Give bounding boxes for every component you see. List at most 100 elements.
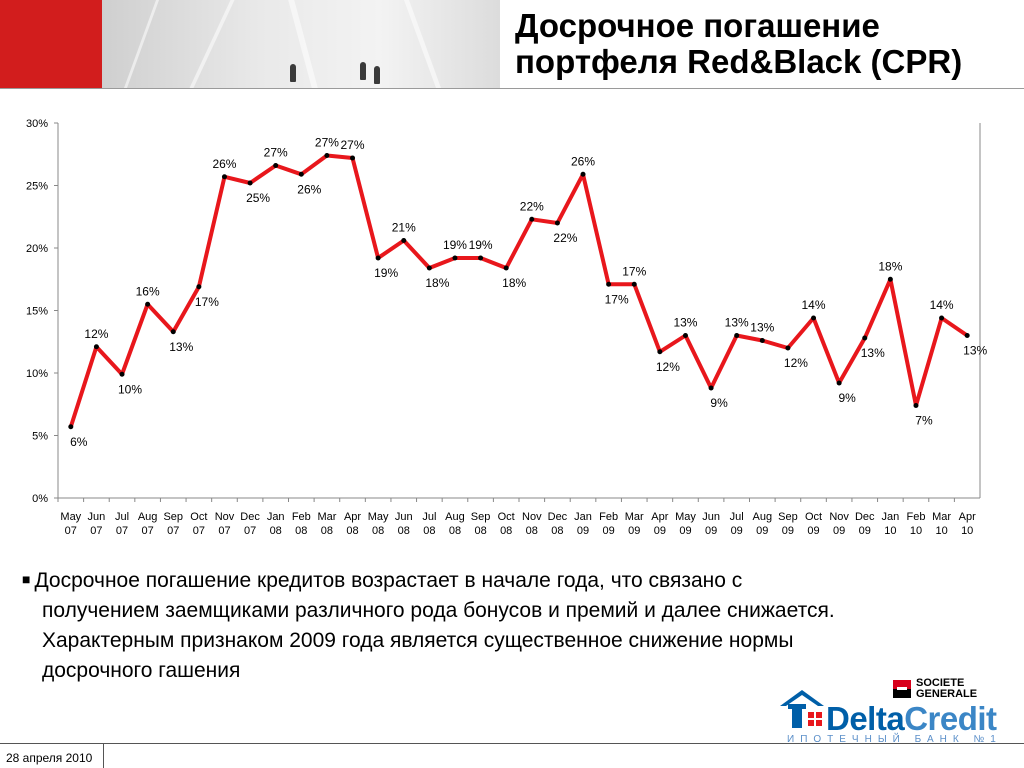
bullet-icon: ■ (22, 571, 31, 587)
x-tick-label-month: May (675, 511, 696, 523)
data-label: 17% (622, 264, 646, 278)
data-point (785, 345, 791, 351)
x-tick-label-month: Mar (317, 511, 336, 523)
x-tick-label-month: Aug (445, 511, 465, 523)
x-tick-label-month: Apr (344, 511, 361, 523)
header-photo (0, 0, 500, 88)
x-tick-label-month: Oct (498, 511, 515, 523)
deltacredit-house-icon (780, 690, 824, 728)
x-tick-label-year: 07 (167, 525, 179, 537)
data-point (298, 171, 304, 177)
deltacredit-logo: DeltaCredit (826, 700, 997, 738)
data-point (145, 301, 151, 307)
deltacredit-tagline: ИПОТЕЧНЫЙ БАНК №1 (787, 734, 1002, 745)
data-label: 9% (838, 391, 856, 405)
data-point (196, 284, 202, 290)
x-tick-label-year: 08 (449, 525, 461, 537)
bullet-line-3: Характерным признаком 2009 года является… (42, 629, 794, 652)
x-tick-label-year: 09 (705, 525, 717, 537)
data-point (247, 180, 253, 186)
x-tick-label-year: 08 (551, 525, 563, 537)
data-label: 13% (169, 340, 193, 354)
data-point (631, 281, 637, 287)
x-tick-label-year: 10 (935, 525, 947, 537)
data-point (273, 163, 279, 168)
x-tick-label-month: Sep (778, 511, 798, 523)
x-tick-label-year: 09 (731, 525, 743, 537)
x-tick-label-month: Aug (753, 511, 773, 523)
data-point (170, 329, 176, 335)
sg-name-line-2: GENERALE (916, 688, 978, 700)
x-tick-label-year: 07 (65, 525, 77, 537)
x-tick-label-year: 08 (423, 525, 435, 537)
x-tick-label-year: 09 (807, 525, 819, 537)
x-tick-label-month: Feb (292, 511, 311, 523)
data-label: 19% (374, 266, 398, 280)
x-tick-label-month: Oct (805, 511, 822, 523)
data-label: 12% (656, 360, 680, 374)
data-point (682, 333, 688, 338)
data-point (759, 338, 765, 343)
data-label: 13% (750, 321, 774, 335)
data-point (93, 344, 99, 350)
x-tick-label-month: Jan (881, 511, 899, 523)
photo-person (374, 66, 380, 84)
x-tick-label-year: 10 (910, 525, 922, 537)
title-line-2: портфеля Red&Black (CPR) (515, 43, 963, 80)
x-tick-label-month: Oct (190, 511, 207, 523)
x-tick-label-month: Jan (267, 511, 285, 523)
data-label: 6% (70, 435, 88, 449)
data-label: 27% (315, 136, 339, 150)
x-tick-label-year: 09 (859, 525, 871, 537)
data-point (452, 255, 458, 261)
x-tick-label-year: 08 (398, 525, 410, 537)
x-tick-label-year: 09 (603, 525, 615, 537)
x-tick-label-month: Jul (730, 511, 744, 523)
x-tick-label-month: Jun (88, 511, 106, 523)
data-point (119, 371, 125, 377)
x-tick-label-month: Mar (625, 511, 644, 523)
cpr-line-chart: 0% 5% 10% 15% 20% 25% 30% May 07 Jun 07 Jul 07 Aug 07 S… (26, 118, 988, 537)
commentary-bullet: ■ Досрочное погашение кредитов возрастает… (22, 564, 1022, 686)
y-tick-label: 20% (26, 243, 48, 255)
data-point (350, 155, 356, 161)
x-tick-label-year: 09 (782, 525, 794, 537)
data-label: 12% (84, 327, 108, 341)
x-tick-label-month: Nov (829, 511, 849, 523)
data-point (811, 315, 817, 321)
x-tick-label-year: 10 (961, 525, 973, 537)
photo-beam (189, 0, 235, 88)
x-tick-label-month: May (60, 511, 81, 523)
x-tick-label-year: 08 (372, 525, 384, 537)
data-point (580, 171, 586, 177)
data-point (734, 333, 740, 338)
x-tick-label-month: Dec (548, 511, 568, 523)
data-label: 21% (392, 221, 416, 235)
data-point (401, 238, 407, 243)
x-tick-label-year: 08 (321, 525, 333, 537)
societe-generale-logo: SOCIETE GENERALE (893, 678, 977, 700)
x-tick-label-year: 09 (577, 525, 589, 537)
x-tick-label-month: Feb (599, 511, 618, 523)
data-label: 9% (710, 396, 728, 410)
x-tick-label-year: 08 (295, 525, 307, 537)
data-label: 16% (136, 284, 160, 298)
y-tick-label: 5% (32, 431, 48, 443)
x-tick-label-year: 08 (346, 525, 358, 537)
data-point (503, 265, 509, 271)
x-tick-label-month: Dec (855, 511, 875, 523)
x-tick-label-year: 10 (884, 525, 896, 537)
x-tick-label-year: 07 (116, 525, 128, 537)
footer-divider (0, 743, 1024, 744)
x-tick-label-year: 09 (679, 525, 691, 537)
x-tick-label-month: May (368, 511, 389, 523)
y-tick-label: 30% (26, 118, 48, 130)
data-point (862, 335, 868, 341)
data-label: 18% (878, 259, 902, 273)
data-label: 26% (212, 157, 236, 171)
footer-date: 28 апреля 2010 (6, 751, 93, 765)
data-label: 25% (246, 191, 270, 205)
x-tick-label-month: Feb (906, 511, 925, 523)
data-label: 13% (963, 344, 987, 358)
sg-square-icon (893, 680, 911, 698)
